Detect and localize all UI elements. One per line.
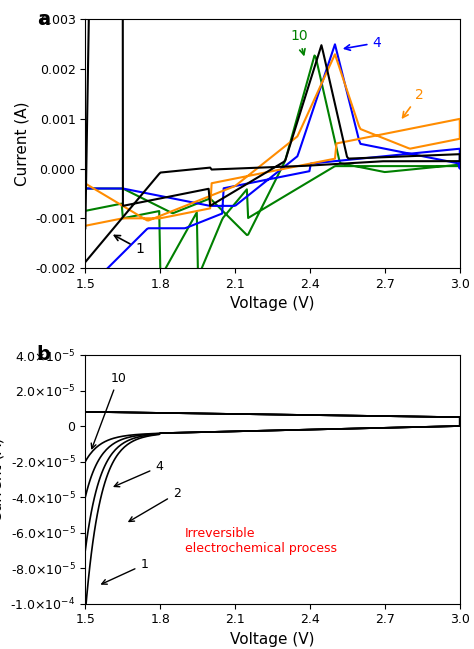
Text: 2: 2 — [402, 88, 424, 117]
Y-axis label: Current (A): Current (A) — [0, 437, 5, 522]
Text: 1: 1 — [114, 236, 144, 256]
Text: 10: 10 — [290, 29, 308, 55]
Text: 4: 4 — [114, 460, 163, 487]
Text: a: a — [36, 10, 50, 29]
X-axis label: Voltage (V): Voltage (V) — [230, 297, 315, 312]
Text: 4: 4 — [345, 36, 381, 50]
X-axis label: Voltage (V): Voltage (V) — [230, 632, 315, 647]
Y-axis label: Current (A): Current (A) — [15, 101, 30, 186]
Text: 1: 1 — [102, 558, 148, 584]
Text: Irreversible
electrochemical process: Irreversible electrochemical process — [185, 528, 337, 556]
Text: 10: 10 — [91, 372, 126, 448]
Text: 2: 2 — [129, 487, 181, 522]
Text: b: b — [36, 345, 51, 364]
